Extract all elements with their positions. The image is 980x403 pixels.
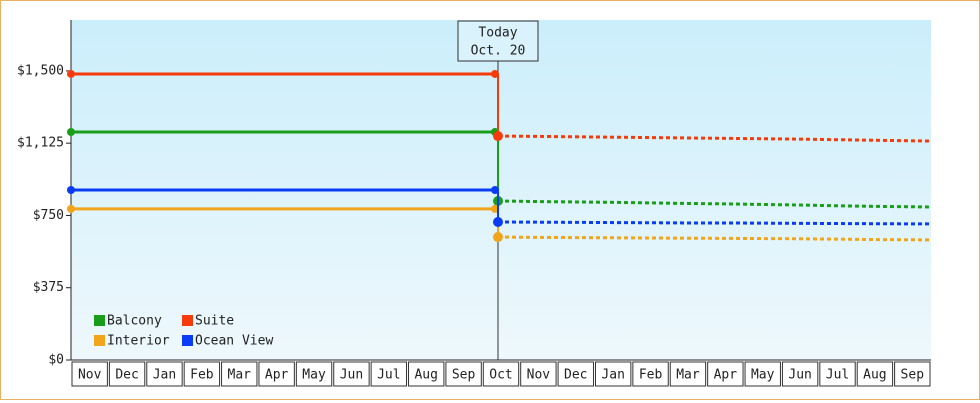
- x-tick-label: May: [751, 368, 775, 383]
- x-label-box: [894, 361, 931, 387]
- x-tick-label: Sep: [901, 368, 925, 383]
- today-date: Oct. 20: [471, 44, 526, 59]
- point: [67, 204, 75, 213]
- x-label-box: [183, 361, 221, 387]
- y-tick-label: $0: [48, 353, 64, 368]
- x-label-box: [856, 361, 894, 387]
- point: [493, 216, 503, 227]
- x-label-box: [669, 361, 707, 387]
- x-label-box: [781, 361, 819, 387]
- x-tick-label: Dec: [564, 368, 587, 383]
- x-label-box: [146, 361, 183, 387]
- x-tick-label: Jun: [340, 368, 363, 383]
- x-tick-label: Feb: [190, 368, 214, 383]
- y-tick-label: $750: [33, 208, 64, 223]
- x-tick-label: Apr: [265, 368, 289, 383]
- legend-label: Ocean View: [195, 334, 273, 349]
- legend-swatch: [182, 315, 193, 326]
- x-label-box: [557, 361, 594, 387]
- x-tick-label: Mar: [676, 368, 700, 383]
- x-label-box: [221, 361, 258, 387]
- x-tick-label: Jun: [788, 368, 811, 383]
- point: [67, 186, 75, 194]
- x-label-box: [258, 361, 295, 387]
- x-tick-label: Jul: [826, 368, 849, 383]
- x-tick-label: Oct: [489, 368, 512, 383]
- today-box: [457, 20, 539, 62]
- x-tick-label: Jul: [377, 368, 400, 383]
- x-tick-label: Sep: [452, 368, 476, 383]
- x-tick-label: Apr: [714, 368, 738, 383]
- x-label-box: [408, 361, 445, 387]
- x-tick-label: Nov: [527, 368, 551, 383]
- forecast-line: [497, 235, 932, 242]
- x-tick-label: Jan: [153, 368, 176, 383]
- legend-label: Balcony: [107, 314, 162, 329]
- x-tick-label: Feb: [639, 368, 663, 383]
- point: [493, 232, 503, 243]
- x-label-box: [108, 361, 146, 387]
- x-tick-label: Jan: [601, 368, 624, 383]
- x-tick-label: May: [302, 368, 326, 383]
- x-label-box: [520, 361, 557, 387]
- today-label: Today: [478, 26, 517, 41]
- y-tick-label: $1,125: [17, 136, 64, 151]
- x-label-box: [707, 361, 744, 387]
- legend-swatch: [94, 315, 105, 326]
- x-label-box: [445, 361, 482, 387]
- point: [493, 131, 503, 142]
- y-tick-label: $1,500: [17, 63, 64, 78]
- forecast-line: [497, 220, 932, 226]
- x-label-box: [632, 361, 669, 387]
- x-label-box: [71, 361, 108, 387]
- legend-label: Interior: [107, 334, 170, 349]
- point: [491, 186, 499, 194]
- x-label-box: [744, 361, 781, 387]
- x-tick-label: Dec: [115, 368, 138, 383]
- point: [67, 127, 75, 136]
- x-tick-label: Aug: [863, 368, 886, 383]
- x-label-box: [819, 361, 856, 387]
- legend-swatch: [94, 335, 105, 346]
- x-label-box: [370, 361, 408, 387]
- x-tick-label: Nov: [78, 368, 102, 383]
- x-tick-label: Mar: [228, 368, 252, 383]
- forecast-line: [497, 199, 932, 209]
- point: [67, 69, 75, 78]
- x-label-box: [295, 361, 333, 387]
- x-label-box: [333, 361, 370, 387]
- x-tick-label: Aug: [414, 368, 437, 383]
- x-label-box: [594, 361, 632, 387]
- legend-swatch: [182, 335, 193, 346]
- forecast-line: [497, 134, 932, 143]
- y-tick-label: $375: [33, 280, 64, 295]
- legend-label: Suite: [195, 314, 234, 329]
- x-label-box: [482, 361, 520, 387]
- point: [491, 69, 499, 78]
